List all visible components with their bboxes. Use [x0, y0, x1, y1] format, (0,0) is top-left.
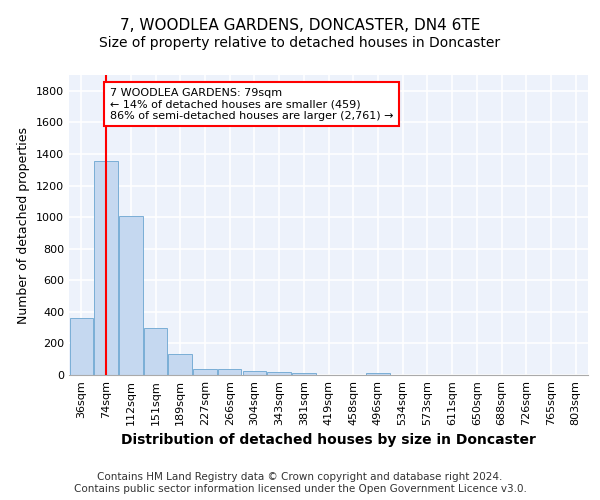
Bar [119, 216, 143, 375]
Bar [144, 328, 167, 375]
Bar [292, 372, 316, 375]
Bar [218, 370, 241, 375]
X-axis label: Distribution of detached houses by size in Doncaster: Distribution of detached houses by size … [121, 434, 536, 448]
Text: Size of property relative to detached houses in Doncaster: Size of property relative to detached ho… [100, 36, 500, 50]
Bar [70, 318, 93, 375]
Bar [169, 354, 192, 375]
Bar [94, 161, 118, 375]
Text: 7 WOODLEA GARDENS: 79sqm
← 14% of detached houses are smaller (459)
86% of semi-: 7 WOODLEA GARDENS: 79sqm ← 14% of detach… [110, 88, 393, 121]
Bar [268, 372, 291, 375]
Bar [242, 371, 266, 375]
Bar [366, 372, 389, 375]
Text: 7, WOODLEA GARDENS, DONCASTER, DN4 6TE: 7, WOODLEA GARDENS, DONCASTER, DN4 6TE [120, 18, 480, 32]
Bar [193, 368, 217, 375]
Y-axis label: Number of detached properties: Number of detached properties [17, 126, 31, 324]
Text: Contains HM Land Registry data © Crown copyright and database right 2024.
Contai: Contains HM Land Registry data © Crown c… [74, 472, 526, 494]
